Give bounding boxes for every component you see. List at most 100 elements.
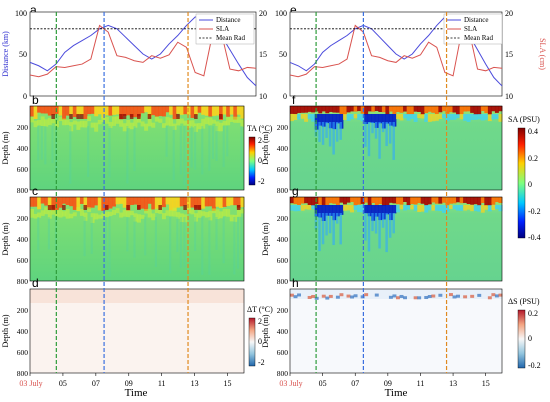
colorbar-dt-m2: -2: [258, 358, 265, 367]
xtick-0-0: 03 July: [19, 379, 42, 388]
xtick-0-4: 11: [158, 379, 166, 388]
depth-tick-0-1-200: 200: [17, 214, 29, 223]
depth-tick-1-1-800: 800: [277, 277, 289, 286]
colorbar-ds-m02: -0.2: [528, 361, 541, 370]
depth-tick-1-0-800: 800: [277, 186, 289, 195]
ylabel-depth-0-2: Depth (m): [1, 314, 10, 347]
ytick-a-0: 0: [23, 92, 27, 101]
ytick-e-right-10: 10: [505, 92, 513, 101]
ytick-a-50: 50: [19, 50, 27, 59]
depth-tick-0-0-400: 400: [17, 144, 29, 153]
depth-tick-0-2-400: 400: [17, 327, 29, 336]
xtick-1-1: 05: [319, 379, 327, 388]
ytick-e-right-15: 15: [505, 50, 513, 59]
colorbar-ds-0: 0: [528, 334, 532, 343]
xtick-1-0: 03 July: [279, 379, 302, 388]
ytick-e-50: 50: [279, 50, 287, 59]
ylabel-distance: Distance (km): [1, 31, 10, 77]
colorbar-ds-label: ΔS (PSU): [508, 297, 540, 306]
legend-e-mean-rad: Mean Rad: [464, 34, 493, 42]
depth-axis-left: Depth (m) 200 400 600 800 Depth (m) 200 400 600 8…: [1, 123, 28, 378]
ytick-e-0: 0: [283, 92, 287, 101]
legend-a: Distance SLA Mean Rad: [195, 13, 255, 45]
panel-letter-a: a: [30, 3, 37, 17]
colorbar-ta-2: 2: [258, 136, 262, 145]
panel-h: h: [289, 276, 503, 374]
colorbar-dt-0: 0: [258, 337, 262, 346]
colorbar-ds-02: 0.2: [528, 309, 538, 318]
ytick-a-right-20: 20: [259, 9, 267, 18]
panel-e: e 0 50 100 10 15 20 SLA (cm) Distance SL…: [275, 3, 547, 101]
ytick-a-100: 100: [15, 9, 27, 18]
colorbar-ta-label: TA (°C): [247, 124, 273, 133]
depth-tick-1-0-400: 400: [277, 144, 289, 153]
depth-tick-1-2-600: 600: [277, 348, 289, 357]
colorbar-dt-label: ΔT (°C): [247, 305, 273, 314]
panel-letter-g: g: [292, 184, 299, 198]
x-axis-left: 03 July 05 07 09 11 13 15: [19, 373, 232, 388]
depth-tick-1-2-800: 800: [277, 369, 289, 378]
depth-tick-0-1-800: 800: [17, 277, 29, 286]
colorbar-ta-m2: -2: [258, 177, 265, 186]
legend-e-sla: SLA: [464, 25, 477, 33]
ylabel-depth-1-1: Depth (m): [261, 222, 270, 255]
legend-sla: SLA: [216, 25, 229, 33]
colorbar-ds: ΔS (PSU) 0.2 0 -0.2: [508, 297, 541, 370]
xtick-1-2: 07: [351, 379, 359, 388]
ylabel-depth-1-2: Depth (m): [261, 314, 270, 347]
ytick-e-100: 100: [275, 9, 287, 18]
panel-letter-e: e: [290, 3, 297, 17]
depth-tick-1-0-600: 600: [277, 165, 289, 174]
colorbar-ta-0: 0: [258, 156, 262, 165]
colorbar-ta: TA (°C) 2 0 -2: [247, 124, 273, 186]
colorbar-dt: ΔT (°C) 2 0 -2: [247, 305, 273, 367]
panel-b: b: [29, 93, 245, 191]
panel-letter-f: f: [292, 93, 296, 107]
colorbar-sa-m04: -0.4: [528, 233, 541, 242]
xtick-0-2: 07: [92, 379, 100, 388]
xtick-0-1: 05: [59, 379, 67, 388]
ylabel-depth-1-0: Depth (m): [261, 131, 270, 164]
legend-e: Distance SLA Mean Rad: [443, 13, 503, 45]
legend-e-distance: Distance: [464, 16, 489, 24]
depth-tick-1-1-400: 400: [277, 235, 289, 244]
xtick-1-6: 15: [482, 379, 490, 388]
ylabel-depth-0-1: Depth (m): [1, 222, 10, 255]
colorbar-dt-2: 2: [258, 317, 262, 326]
depth-tick-0-0-600: 600: [17, 165, 29, 174]
ytick-a-right-15: 15: [259, 50, 267, 59]
event-markers: [55, 12, 448, 373]
depth-tick-0-1-400: 400: [17, 235, 29, 244]
ytick-e-right-20: 20: [505, 9, 513, 18]
xtick-0-6: 15: [224, 379, 232, 388]
depth-tick-1-2-200: 200: [277, 306, 289, 315]
legend-distance: Distance: [216, 16, 241, 24]
depth-tick-0-0-200: 200: [17, 123, 29, 132]
panel-a: a 0 50 100 Distance (km) 10 15 20 Distan…: [1, 3, 267, 101]
xlabel-left: Time: [125, 387, 148, 399]
panel-f: f: [289, 93, 503, 191]
depth-tick-1-1-200: 200: [277, 214, 289, 223]
ytick-a-right-10: 10: [259, 92, 267, 101]
depth-tick-1-1-600: 600: [277, 256, 289, 265]
panel-letter-b: b: [32, 93, 39, 107]
legend-mean-rad: Mean Rad: [216, 34, 245, 42]
xtick-1-4: 11: [417, 379, 425, 388]
depth-tick-0-2-800: 800: [17, 369, 29, 378]
colorbar-sa-0: 0: [528, 180, 532, 189]
colorbar-sa-label: SA (PSU): [508, 115, 540, 124]
ylabel-sla: SLA (cm): [538, 38, 547, 70]
depth-tick-0-1-600: 600: [17, 256, 29, 265]
panel-letter-d: d: [32, 276, 39, 290]
depth-tick-1-2-400: 400: [277, 327, 289, 336]
xtick-1-5: 13: [449, 379, 457, 388]
depth-tick-0-2-600: 600: [17, 348, 29, 357]
panel-letter-h: h: [292, 276, 299, 290]
panel-d: d: [29, 276, 245, 374]
colorbar-sa-m02: -0.2: [528, 207, 541, 216]
colorbar-sa-04: 0.4: [528, 127, 538, 136]
xtick-0-3: 09: [125, 379, 133, 388]
depth-tick-0-0-800: 800: [17, 186, 29, 195]
depth-tick-1-0-200: 200: [277, 123, 289, 132]
